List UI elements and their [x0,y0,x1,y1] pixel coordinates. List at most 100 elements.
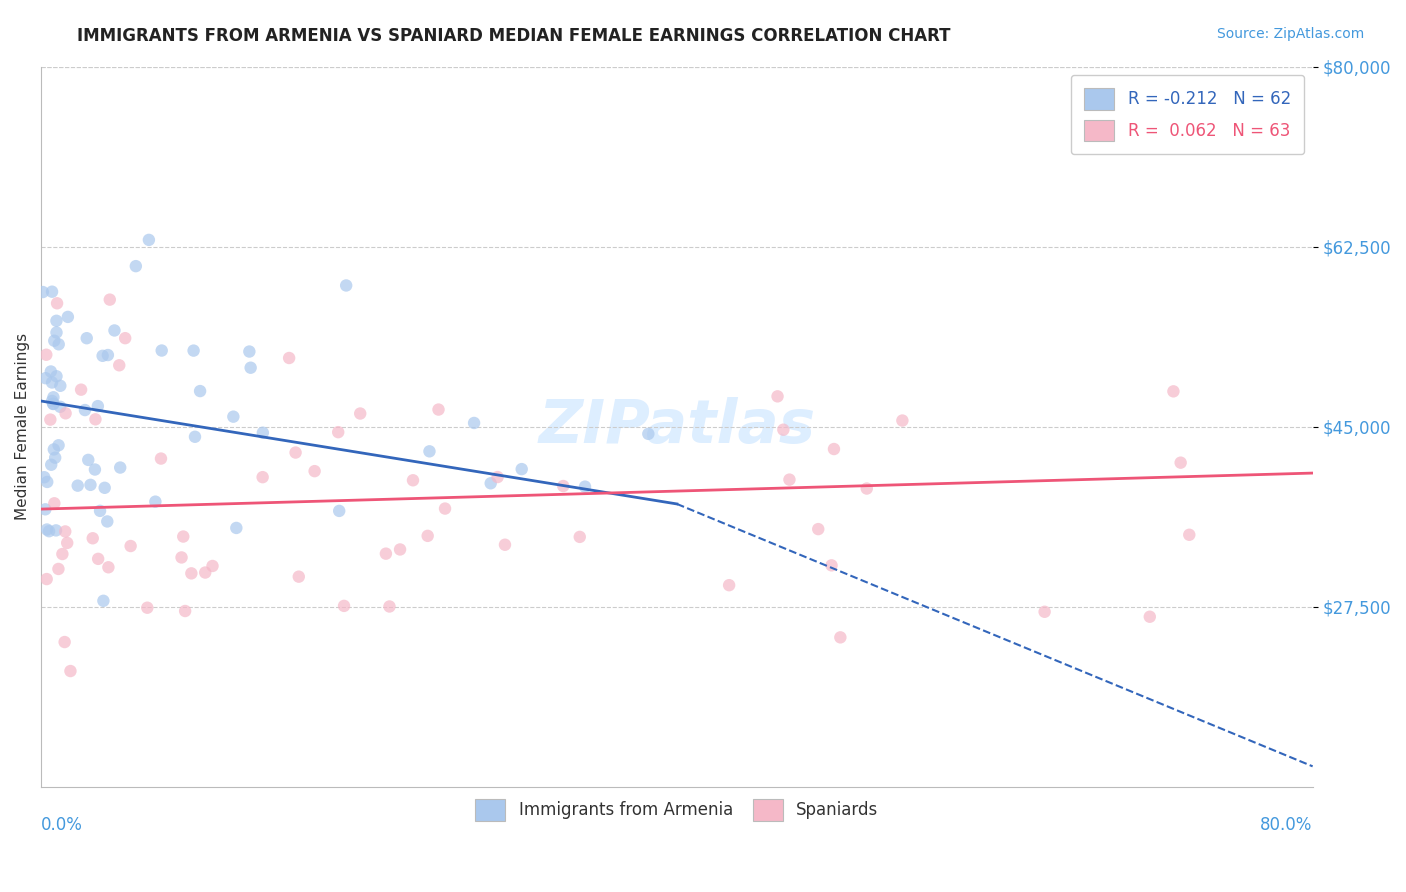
Point [174,604,197,618]
Point [45,314,67,328]
Point [44,334,66,348]
Point [1170,456,1192,470]
Point [42,390,65,404]
Point [149,451,172,466]
Point [48,337,70,351]
Point [288,569,311,583]
Point [389,542,412,557]
Point [39,412,62,426]
Point [108,460,131,475]
Point [70,383,93,397]
Point [42,397,65,411]
Point [416,529,439,543]
Point [84,412,107,426]
Point [150,343,173,358]
Point [778,473,800,487]
Point [53,635,76,649]
Point [479,476,502,491]
Point [41,394,63,409]
Point [31,285,53,299]
Point [120,539,142,553]
Point [34,371,56,385]
Point [194,566,217,580]
Point [136,600,159,615]
Text: Source: ZipAtlas.com: Source: ZipAtlas.com [1216,27,1364,41]
Point [823,442,845,456]
Point [855,482,877,496]
Point [486,470,509,484]
Point [77,453,100,467]
Point [510,462,533,476]
Point [108,358,131,372]
Point [84,462,107,476]
Point [335,278,357,293]
Point [44,450,66,465]
Point [252,425,274,440]
Point [1178,528,1201,542]
Point [1033,605,1056,619]
Point [239,360,262,375]
Point [41,285,63,299]
Point [201,559,224,574]
Point [463,416,485,430]
Text: 0.0%: 0.0% [41,816,83,834]
Point [252,470,274,484]
Point [568,530,591,544]
Point [891,413,914,427]
Point [44,496,66,510]
Point [637,426,659,441]
Point [45,326,67,340]
Point [820,558,842,573]
Point [39,364,62,378]
Point [93,481,115,495]
Point [56,310,79,324]
Point [374,547,396,561]
Point [427,402,450,417]
Point [333,599,356,613]
Point [46,296,69,310]
Point [304,464,326,478]
Point [172,530,194,544]
Point [772,423,794,437]
Point [418,444,440,458]
Text: 80.0%: 80.0% [1260,816,1313,834]
Point [55,406,77,420]
Point [89,504,111,518]
Point [434,501,457,516]
Point [38,524,60,539]
Point [39,458,62,472]
Point [53,524,76,539]
Point [45,524,67,538]
Point [284,445,307,459]
Point [91,349,114,363]
Point [402,473,425,487]
Point [494,538,516,552]
Point [51,547,73,561]
Point [93,594,115,608]
Text: IMMIGRANTS FROM ARMENIA VS SPANIARD MEDIAN FEMALE EARNINGS CORRELATION CHART: IMMIGRANTS FROM ARMENIA VS SPANIARD MEDI… [77,27,950,45]
Point [1139,609,1161,624]
Point [73,403,96,417]
Point [328,504,350,518]
Point [328,425,350,439]
Point [97,560,120,574]
Point [183,343,205,358]
Point [378,599,401,614]
Point [180,566,202,581]
Point [349,407,371,421]
Point [79,478,101,492]
Point [170,550,193,565]
Point [138,233,160,247]
Point [37,475,59,489]
Point [82,531,104,545]
Point [98,293,121,307]
Point [766,389,789,403]
Point [49,379,72,393]
Point [76,331,98,345]
Legend: Immigrants from Armenia, Spaniards: Immigrants from Armenia, Spaniards [467,791,887,829]
Point [96,515,118,529]
Point [188,384,211,398]
Point [56,536,79,550]
Point [59,664,82,678]
Point [35,348,58,362]
